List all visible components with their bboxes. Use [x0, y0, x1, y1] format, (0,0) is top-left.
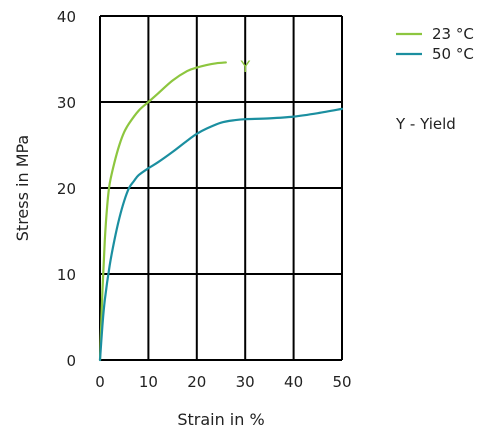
legend-label-0: 23 °C [432, 25, 474, 43]
annotation-layer: Y [240, 57, 251, 76]
x-tick-label-3: 30 [236, 373, 255, 391]
series-line-1 [98, 107, 344, 362]
x-tick-label-1: 10 [139, 373, 158, 391]
annotation-yield-marker: Y [240, 57, 251, 76]
series-layer [98, 61, 344, 362]
legend-note-yield: Y - Yield [395, 115, 456, 133]
grid [99, 15, 343, 361]
y-tick-label-1: 10 [57, 266, 76, 284]
tick-labels: 0 10 20 30 40 50 0 10 20 30 40 [57, 8, 352, 391]
y-tick-label-4: 40 [57, 8, 76, 26]
x-tick-label-5: 50 [332, 373, 351, 391]
legend-label-1: 50 °C [432, 45, 474, 63]
series-line-0 [98, 61, 227, 362]
x-tick-label-4: 40 [284, 373, 303, 391]
legend: 23 °C 50 °C Y - Yield [395, 25, 474, 133]
x-axis-title: Strain in % [177, 410, 264, 429]
y-tick-label-0: 0 [66, 352, 76, 370]
y-tick-label-2: 20 [57, 180, 76, 198]
x-tick-label-2: 20 [187, 373, 206, 391]
y-tick-label-3: 30 [57, 94, 76, 112]
x-tick-label-0: 0 [95, 373, 105, 391]
y-axis-title: Stress in MPa [13, 135, 32, 241]
